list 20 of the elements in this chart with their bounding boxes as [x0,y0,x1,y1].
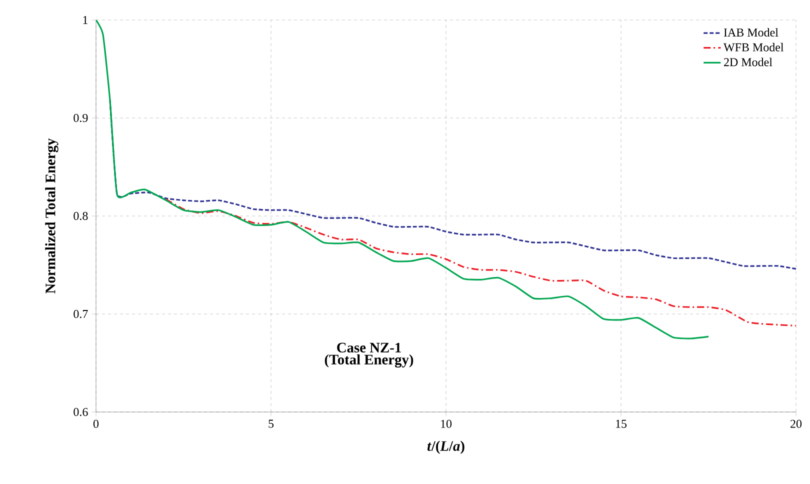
annotation: (Total Energy) [324,354,414,368]
y-tick-label: 0.9 [74,114,88,122]
x-tick-label: 0 [93,420,99,428]
x-axis-title: t/(L/a) [427,440,464,454]
legend-label: WFB Model [724,42,784,52]
y-tick-label: 0.8 [74,212,88,220]
x-tick-label: 5 [268,420,274,428]
y-tick-label: 0.6 [74,408,88,416]
x-tick-label: 10 [441,420,452,428]
line-series [96,20,710,340]
line-series [165,198,796,327]
annotation: Case NZ-1 [337,342,401,352]
y-axis-title: Normalized Total Energy [45,138,58,294]
legend-label: 2D Model [724,58,772,66]
y-tick-label: 0.7 [74,310,88,318]
legend-label: IAB Model [724,28,778,37]
x-tick-label: 15 [616,420,627,428]
x-tick-label: 20 [790,420,802,428]
line-series [109,100,796,270]
y-tick-label: 1 [83,16,88,24]
